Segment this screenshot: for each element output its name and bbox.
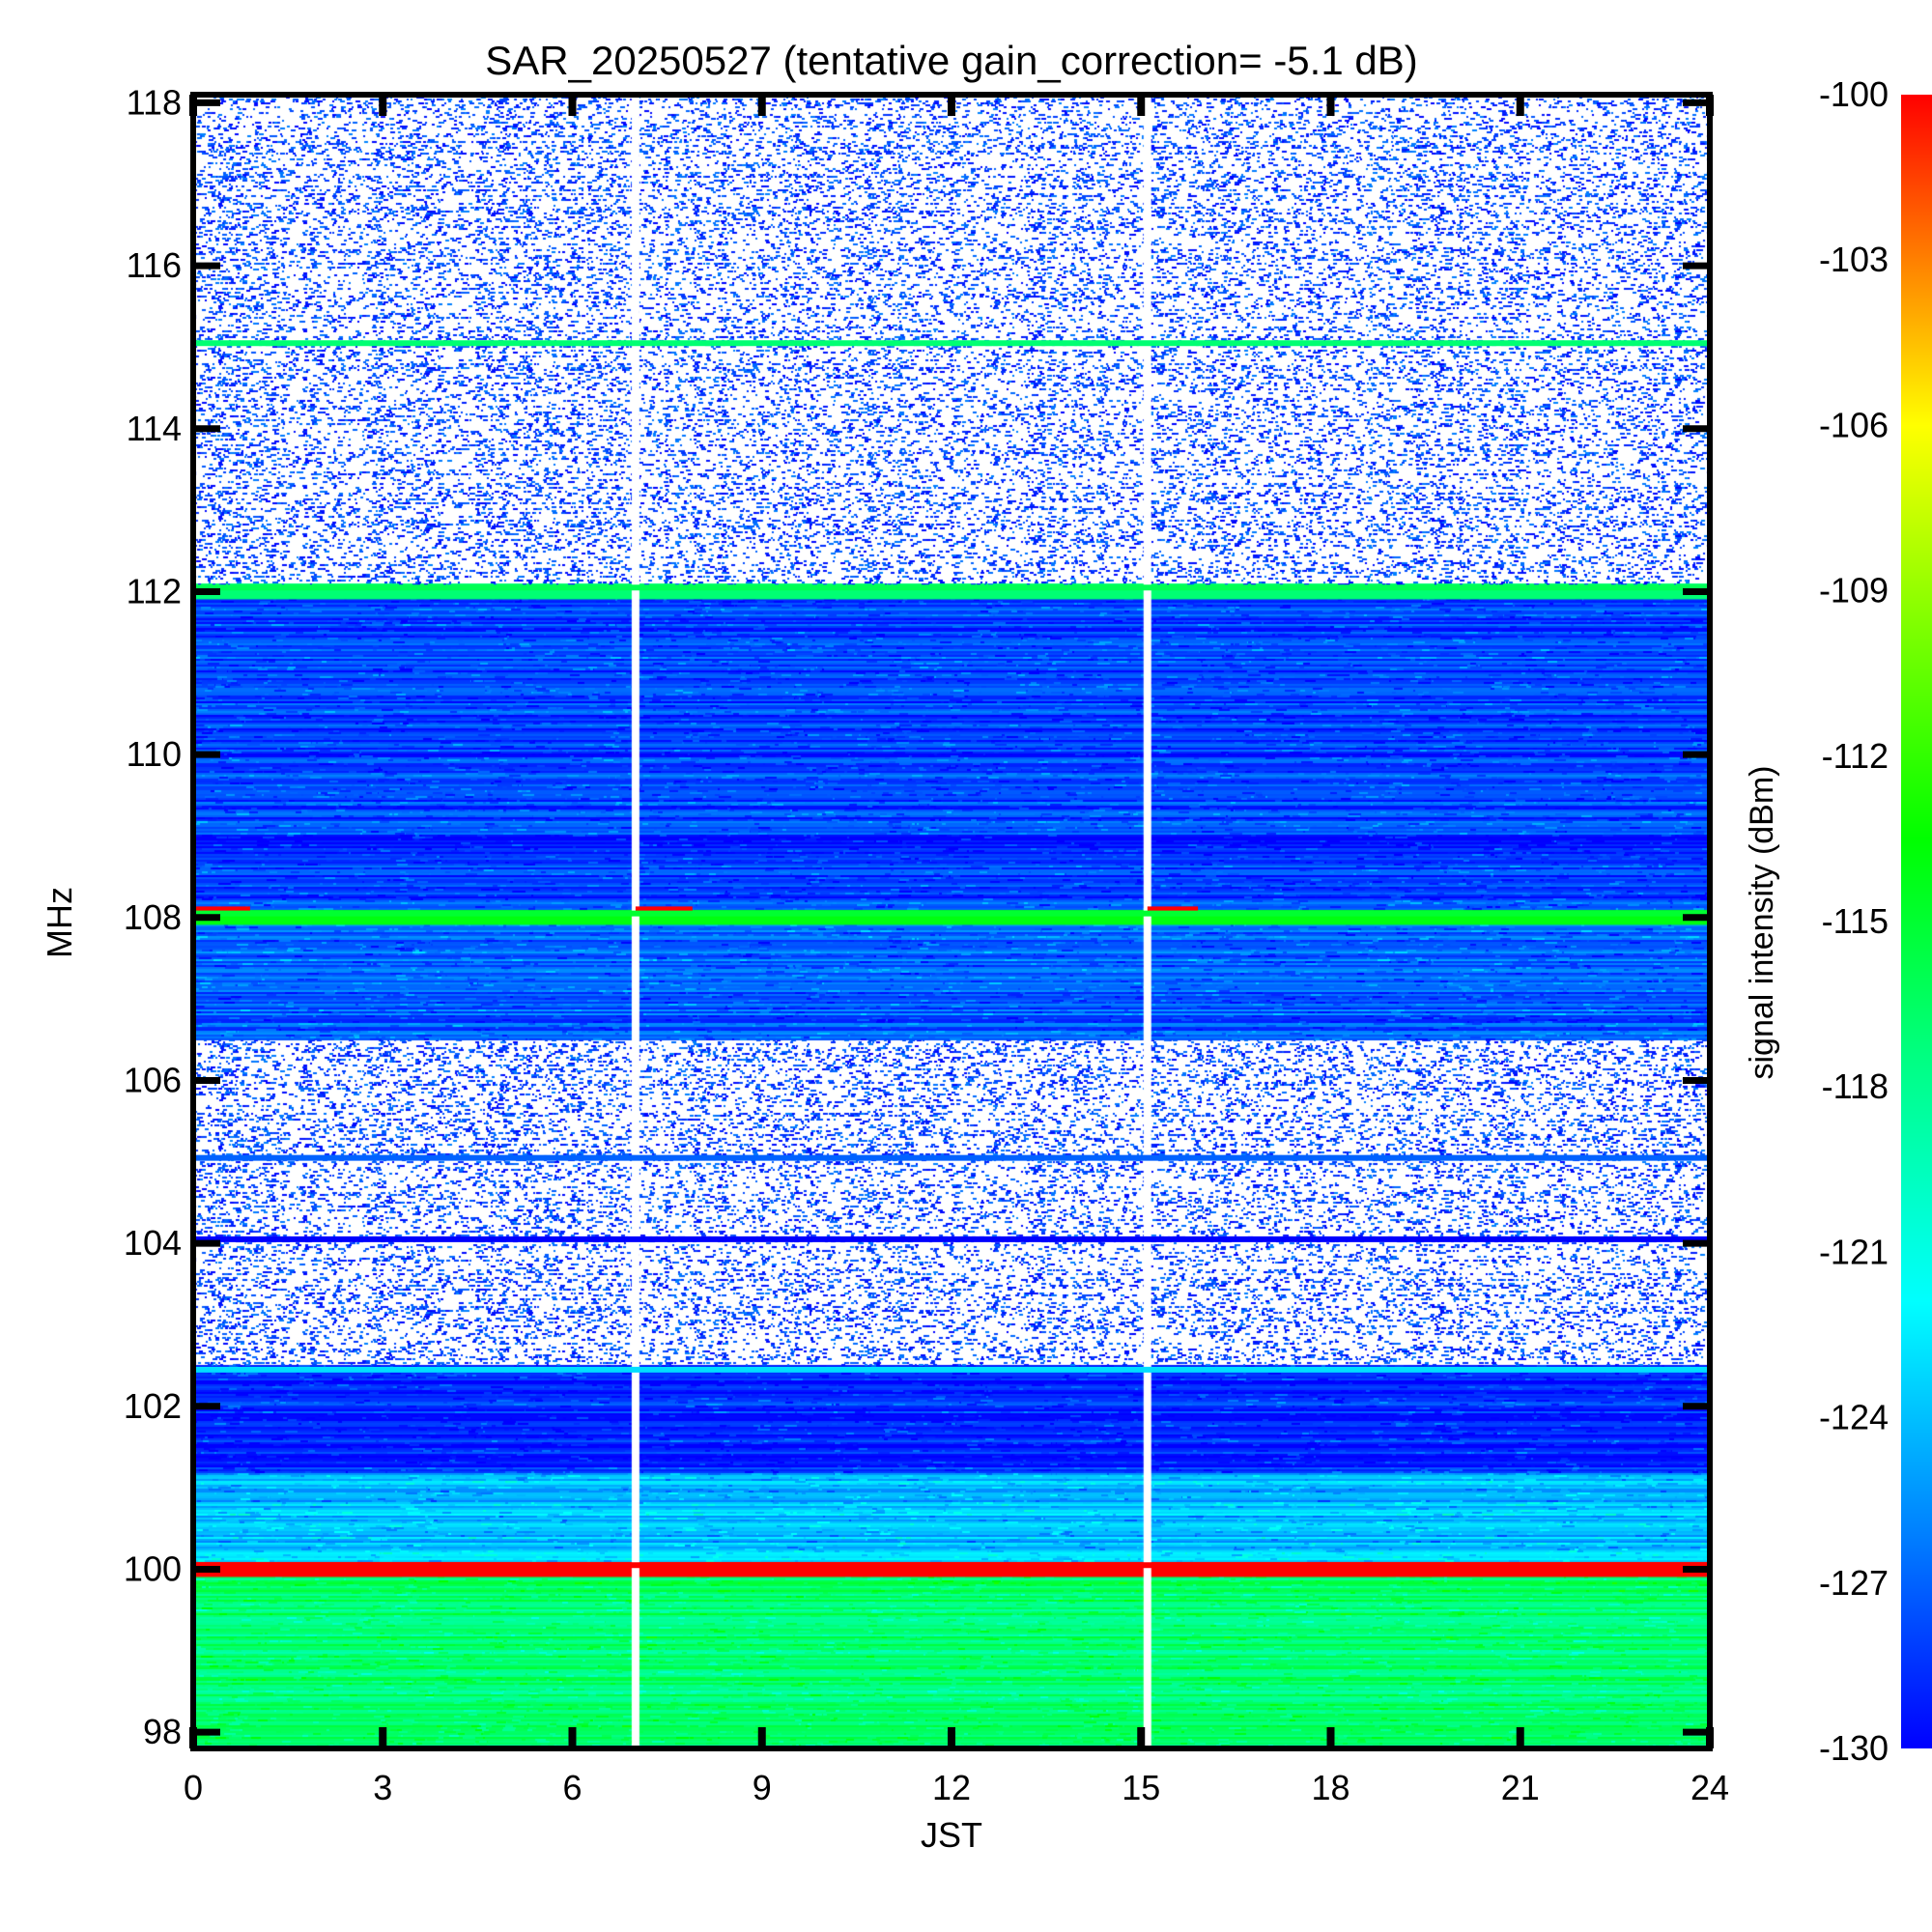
y-tick-label: 100 [124,1548,182,1588]
colorbar-tick-label: -115 [1822,901,1889,941]
colorbar-tick-label: -121 [1819,1232,1889,1271]
colorbar-tick-label: -130 [1819,1728,1889,1768]
colorbar-tick-label: -109 [1819,571,1889,611]
y-tick-label: 104 [124,1223,182,1263]
x-tick-label: 12 [932,1768,971,1807]
y-tick-label: 102 [124,1386,182,1426]
colorbar-tick-label: -118 [1822,1066,1889,1106]
colorbar-tick-label: -106 [1819,405,1889,444]
x-tick-label: 6 [562,1768,582,1807]
x-axis-label: JST [921,1815,982,1855]
colorbar-ticks: -100 -103 -106 -109 -112 -115 -118 -121 -124 -127… [1819,74,1889,1768]
y-tick-label: 114 [127,409,182,448]
chart-title: SAR_20250527 (tentative gain_correction=… [485,38,1417,83]
y-tick-label: 98 [143,1712,182,1751]
colorbar-tick-label: -103 [1819,240,1889,279]
colorbar [1901,95,1932,1748]
colorbar-tick-label: -112 [1822,736,1889,776]
y-tick-label: 118 [127,82,182,122]
x-tick-label: 18 [1311,1768,1350,1807]
y-tick-label: 112 [127,571,182,611]
heatmap-image [193,95,1710,1748]
y-tick-label: 110 [127,734,182,774]
x-tick-label: 15 [1122,1768,1160,1807]
colorbar-tick-label: -127 [1819,1563,1889,1603]
x-tick-label: 24 [1690,1768,1729,1807]
y-axis: 98 100 102 104 106 108 110 112 114 116 118 [124,82,1710,1751]
x-tick-label: 0 [184,1768,203,1807]
colorbar-label: signal intensity (dBm) [1744,765,1780,1079]
heatmap-plot-area [193,95,1710,1748]
y-tick-label: 108 [124,897,182,937]
x-tick-label: 3 [373,1768,392,1807]
x-tick-label: 9 [753,1768,772,1807]
y-tick-label: 106 [124,1060,182,1099]
y-tick-label: 116 [127,245,182,285]
colorbar-tick-label: -124 [1819,1398,1889,1437]
x-tick-label: 21 [1501,1768,1540,1807]
y-axis-label: MHz [40,887,79,958]
colorbar-tick-label: -100 [1819,74,1889,114]
